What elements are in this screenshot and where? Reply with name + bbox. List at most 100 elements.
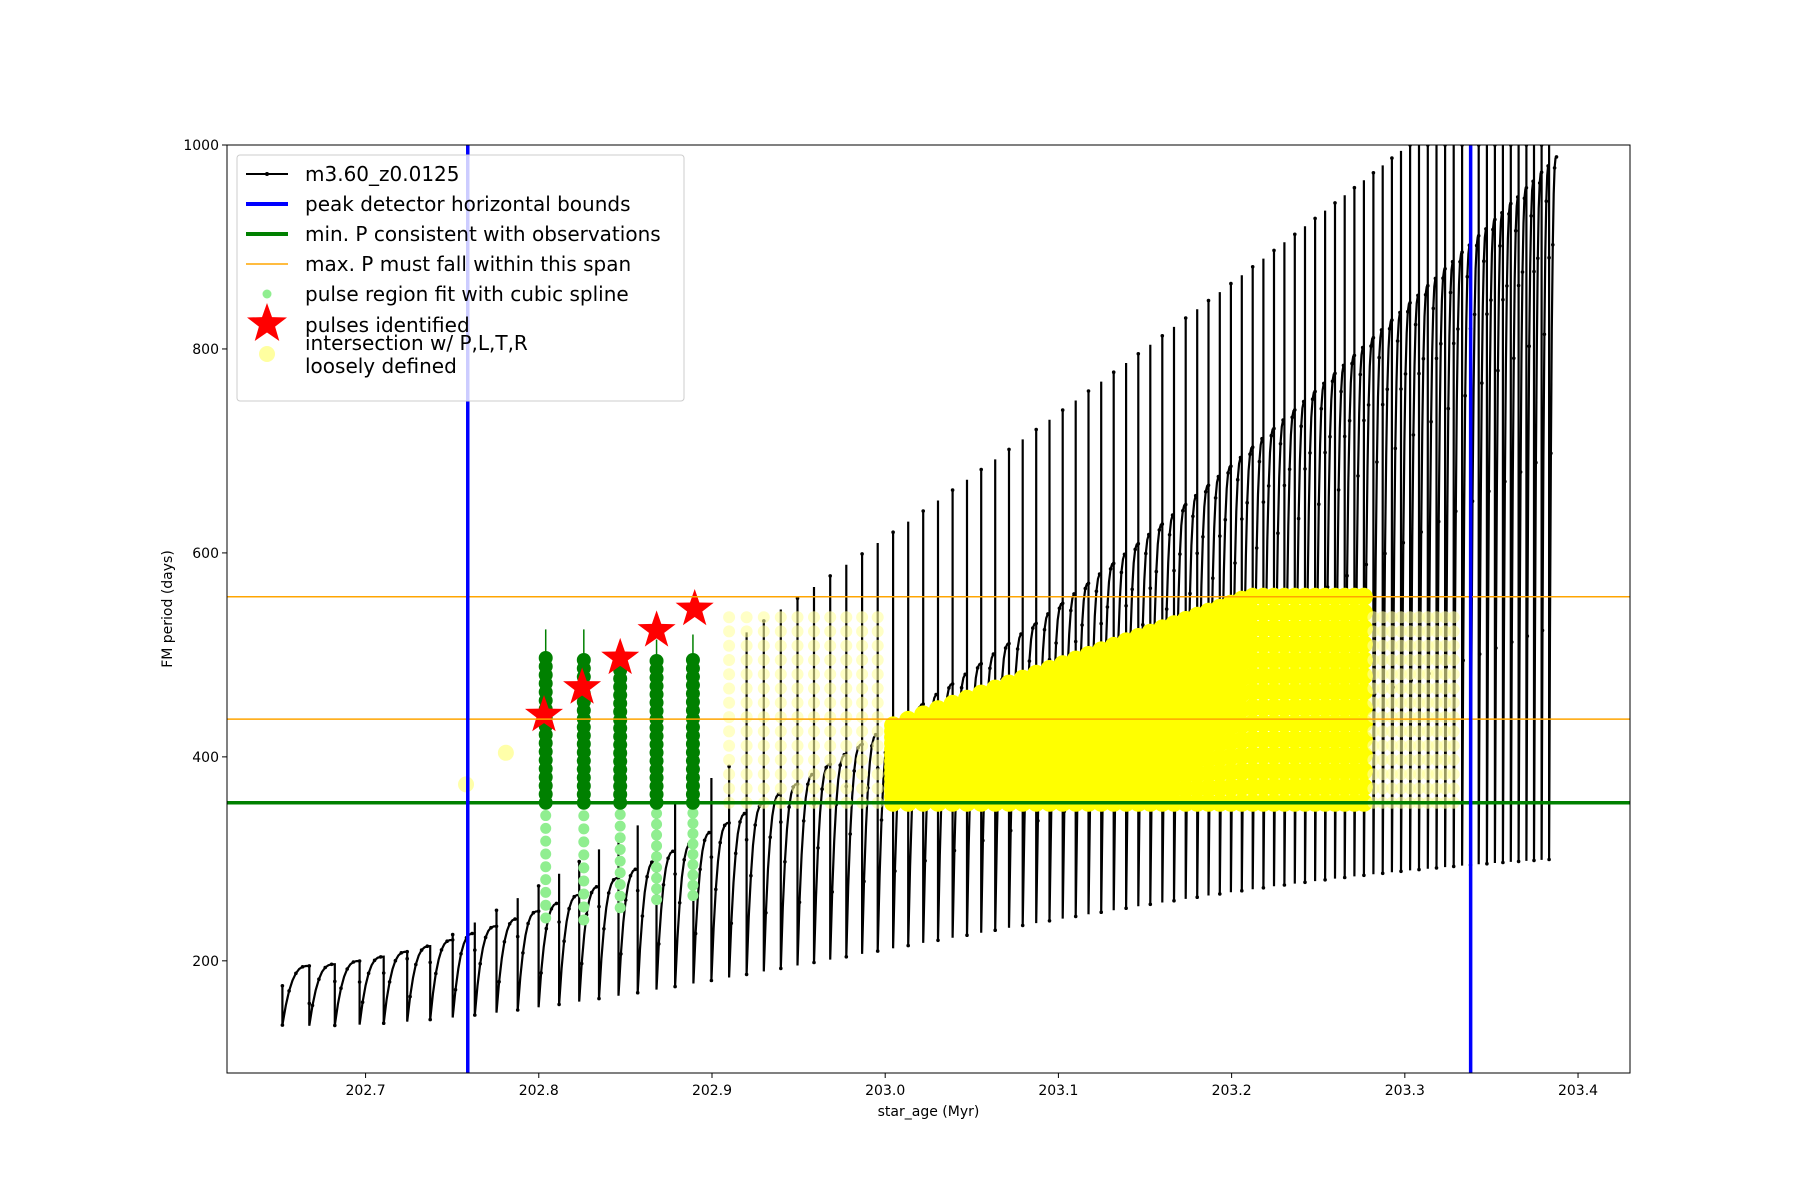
- intersection-point: [757, 725, 770, 738]
- model-track-point: [1507, 212, 1511, 216]
- pulse-fit-point: [578, 849, 590, 861]
- intersection-point: [1413, 696, 1425, 709]
- intersection-point: [1404, 768, 1417, 781]
- intersection-point: [791, 711, 804, 724]
- model-track-point: [1036, 819, 1040, 823]
- intersection-point: [884, 716, 903, 735]
- model-track-point: [589, 890, 594, 895]
- model-track-point: [307, 964, 312, 968]
- model-track-point: [1512, 356, 1516, 361]
- model-track-point: [333, 1023, 337, 1028]
- model-track-point: [405, 949, 410, 954]
- model-track-point: [366, 971, 371, 976]
- intersection-point: [774, 711, 787, 724]
- model-track-point: [707, 830, 711, 835]
- intersection-point: [740, 711, 753, 724]
- intersection-point: [1354, 651, 1373, 670]
- model-track-point: [923, 859, 927, 863]
- y-tick-label: 800: [192, 342, 219, 358]
- model-track-point: [1229, 464, 1233, 469]
- intersection-point: [1376, 725, 1389, 738]
- model-track-point: [425, 944, 430, 948]
- intersection-point: [1385, 611, 1398, 624]
- intersection-point: [740, 625, 753, 638]
- model-track-point: [1476, 234, 1481, 238]
- intersection-point: [1439, 768, 1452, 781]
- intersection-point: [840, 768, 853, 781]
- x-tick-label: 203.3: [1385, 1083, 1425, 1099]
- model-track-point: [787, 805, 791, 809]
- intersection-point: [840, 611, 853, 624]
- model-track-point: [1240, 517, 1244, 521]
- model-track-point: [1296, 516, 1301, 521]
- model-track-point: [893, 869, 897, 873]
- model-track-point: [351, 960, 356, 964]
- model-track-point: [1448, 290, 1453, 295]
- intersection-point: [871, 725, 884, 738]
- model-track-point: [1352, 353, 1357, 358]
- intersection-point: [808, 739, 820, 752]
- model-track-point: [738, 820, 742, 824]
- legend-swatch-dot: [259, 346, 275, 362]
- intersection-point: [808, 668, 820, 681]
- intersection-point: [871, 739, 884, 752]
- intersection-point: [1439, 625, 1452, 638]
- model-track-point: [1328, 434, 1332, 439]
- intersection-point: [1421, 696, 1434, 709]
- model-track-point: [820, 787, 824, 791]
- intersection-point: [1447, 782, 1460, 795]
- model-track-point: [727, 821, 731, 825]
- model-track-point: [1266, 484, 1271, 488]
- model-track-point: [1399, 387, 1403, 391]
- model-track-point: [1007, 641, 1011, 646]
- model-track-point: [1157, 528, 1162, 532]
- intersection-point: [856, 682, 869, 695]
- intersection-point: [1421, 711, 1434, 724]
- model-track-point: [1108, 567, 1113, 571]
- intersection-point: [723, 768, 736, 781]
- model-track-point: [1248, 452, 1252, 457]
- intersection-point: [1430, 768, 1443, 781]
- model-track-point: [936, 938, 940, 943]
- pulse-region-series: [538, 629, 700, 926]
- plot-area: [227, 145, 1630, 1073]
- intersection-point: [808, 711, 820, 724]
- intersection-point: [1404, 696, 1417, 709]
- pulse-fit-point: [687, 807, 699, 819]
- model-track-point: [671, 849, 675, 854]
- model-track-point: [921, 509, 925, 513]
- intersection-point: [1439, 725, 1452, 738]
- model-track-point: [993, 928, 997, 932]
- intersection-point: [808, 611, 820, 624]
- intersection-point: [1385, 753, 1398, 766]
- model-track-point: [1057, 606, 1062, 611]
- pulse-star-marker: [525, 695, 563, 732]
- model-track-point: [1191, 514, 1195, 519]
- model-track-point: [287, 989, 291, 993]
- model-track-point: [1188, 591, 1192, 596]
- intersection-point: [824, 611, 837, 624]
- model-track-point: [1542, 332, 1547, 337]
- intersection-point: [856, 739, 869, 752]
- intersection-point: [1000, 674, 1018, 693]
- model-track-point: [1308, 451, 1312, 455]
- model-track-point: [1293, 232, 1297, 237]
- legend-swatch-marker: [265, 172, 269, 176]
- model-track-point: [1371, 335, 1376, 340]
- intersection-point: [1395, 682, 1407, 695]
- intersection-point: [740, 782, 753, 795]
- intersection-point: [774, 696, 787, 709]
- model-track-point: [1485, 312, 1489, 316]
- intersection-point: [808, 725, 820, 738]
- model-track-point: [1385, 387, 1390, 392]
- intersection-point: [1395, 753, 1407, 766]
- pulse-fit-point: [651, 894, 663, 906]
- model-track-point: [1390, 156, 1394, 160]
- model-track-point: [1218, 534, 1222, 538]
- model-track-point: [1097, 572, 1102, 576]
- model-track-point: [764, 911, 768, 915]
- model-track-point: [1170, 513, 1175, 517]
- intersection-point: [774, 682, 787, 695]
- model-track-point: [828, 574, 832, 578]
- model-track-point: [1136, 352, 1141, 356]
